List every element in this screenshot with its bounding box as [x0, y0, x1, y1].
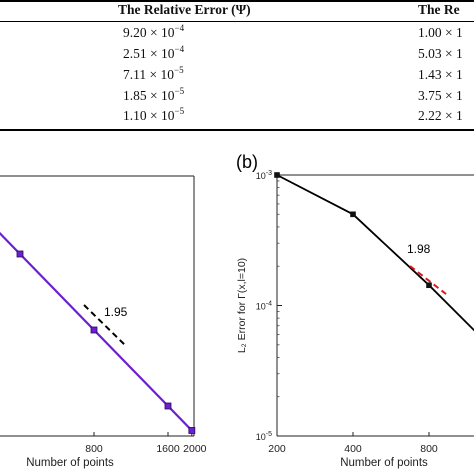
panel-b-label: (b) — [236, 152, 258, 172]
table-header-rule — [0, 21, 474, 22]
cell-mantissa: 7.11 × 10 — [123, 67, 174, 82]
panel-b-slope-label: 1.98 — [407, 242, 431, 256]
panel-b-y-tick-exponent: -5 — [266, 431, 272, 438]
panel-a: 800 1600 2000 Number of points 1.95 — [0, 175, 207, 469]
panel-a-x-tick-label: 1600 — [156, 443, 180, 455]
panel-a-data-point — [16, 250, 24, 258]
panel-b-slope-guide — [409, 265, 447, 295]
cell-exponent: −5 — [174, 86, 185, 96]
cell-mantissa: 9.20 × 10 — [123, 25, 175, 40]
table-cell-psi: 7.11 × 10−5 — [123, 65, 184, 85]
cell-mantissa: 1.10 × 10 — [123, 108, 175, 123]
panel-a-x-tick-label: 2000 — [183, 443, 207, 455]
table-cell-second: 1.00 × 1 — [418, 25, 463, 40]
panel-b-y-tick-label: 10-5 — [256, 431, 272, 442]
panel-b-y-tick-exponent: -3 — [266, 170, 272, 177]
results-table: The Relative Error (Ψ) The Re 9.20 × 10−… — [0, 0, 474, 132]
panel-b-data-point — [274, 172, 280, 178]
table-cell-second: 1.43 × 1 — [418, 67, 463, 82]
cell-exponent: −5 — [174, 106, 185, 116]
cell-exponent: −4 — [174, 23, 185, 33]
panel-a-data-point — [188, 427, 196, 434]
table-cell-second: 3.75 × 1 — [418, 88, 463, 103]
panel-b-series-line — [276, 174, 474, 332]
panel-a-x-axis-label: Number of points — [26, 457, 114, 469]
panel-a-data-point — [90, 326, 98, 334]
table-cell-second: 2.22 × 1 — [418, 108, 463, 123]
table-cell-psi: 1.10 × 10−5 — [123, 106, 184, 126]
panel-b-y-axis-label: L₂ Error for Γ(x,l=10) — [236, 258, 248, 353]
panel-a-slope-label: 1.95 — [104, 305, 128, 319]
cell-mantissa: 1.85 × 10 — [123, 88, 175, 103]
panel-a-data-point — [164, 402, 172, 410]
panel-b-x-axis-label: Number of points — [340, 457, 428, 469]
table-cell-psi: 1.85 × 10−5 — [123, 86, 184, 106]
cell-exponent: −4 — [174, 44, 185, 54]
table-bottom-rule — [0, 129, 474, 131]
cell-exponent: −5 — [174, 65, 184, 75]
panel-b-data-point — [426, 282, 432, 289]
convergence-plots: 800 1600 2000 Number of points 1.95 10-3 10-4… — [0, 152, 474, 469]
panel-b-x-tick-label: 200 — [268, 443, 286, 455]
panel-b-y-tick-label: 10-3 — [256, 170, 272, 181]
panel-b-x-tick-label: 800 — [420, 443, 438, 455]
table-header-relative-error-psi: The Relative Error (Ψ) — [118, 2, 251, 17]
panel-a-x-tick-label: 800 — [85, 443, 103, 455]
table-cell-psi: 9.20 × 10−4 — [123, 23, 184, 43]
table-header-relative-error-truncated: The Re — [418, 2, 460, 17]
table-top-rule — [0, 0, 474, 2]
panel-b-x-tick-label: 400 — [344, 443, 362, 455]
panel-b-y-tick-exponent: -4 — [266, 301, 272, 308]
cell-mantissa: 2.51 × 10 — [123, 46, 175, 61]
panel-b-data-point — [350, 211, 356, 218]
panel-b-y-tick-label: 10-4 — [256, 301, 272, 312]
table-cell-psi: 2.51 × 10−4 — [123, 44, 184, 64]
table-cell-second: 5.03 × 1 — [418, 46, 463, 61]
